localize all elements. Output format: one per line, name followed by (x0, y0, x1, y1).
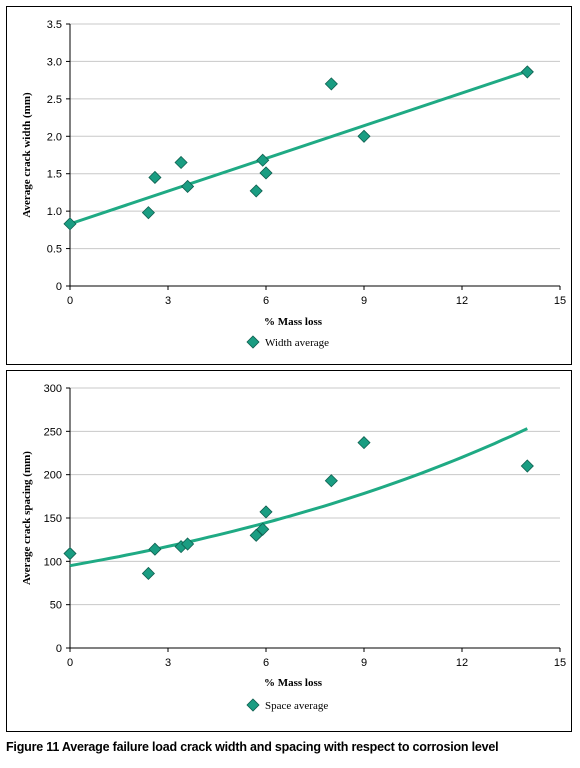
data-point (181, 179, 195, 194)
data-point (181, 537, 195, 551)
y-tick-label: 200 (44, 470, 62, 482)
data-point (63, 546, 77, 561)
x-axis-title: % Mass loss (264, 677, 323, 689)
data-point (324, 77, 338, 91)
data-point (357, 129, 371, 143)
y-tick-label: 50 (50, 600, 62, 612)
y-tick-label: 0 (56, 281, 62, 293)
y-tick-label: 0.5 (47, 244, 62, 256)
y-tick-label: 150 (44, 513, 62, 525)
legend-label: Width average (265, 337, 329, 349)
x-tick-label: 12 (456, 295, 468, 307)
y-axis-title: Average crack width (mm) (21, 92, 33, 218)
x-tick-label: 15 (554, 295, 566, 307)
x-tick-label: 15 (554, 657, 566, 669)
data-point (520, 65, 534, 79)
x-tick-label: 0 (67, 295, 73, 307)
data-point (259, 505, 273, 519)
y-tick-label: 2.5 (47, 94, 62, 106)
x-tick-label: 0 (67, 657, 73, 669)
crack-spacing-chart: 0 50 100 150 200 250 300 0 3 6 9 12 15 % Mass loss Ave… (6, 370, 572, 732)
crack-width-plot: 0 0.5 1.0 1.5 2.0 2.5 3.0 3.5 0 3 6 9 12 15 % Mass los… (21, 19, 566, 349)
y-tick-label: 250 (44, 426, 62, 438)
data-point (141, 566, 155, 581)
data-point (141, 206, 155, 220)
y-tick-label: 3.5 (47, 19, 62, 31)
y-tick-label: 1.0 (47, 206, 62, 218)
y-tick-label: 100 (44, 556, 62, 568)
x-tick-label: 9 (361, 657, 367, 669)
y-tick-label: 3.0 (47, 56, 62, 68)
data-point (174, 155, 188, 170)
data-point (256, 522, 270, 536)
y-axis-title: Average crack spacing (mm) (21, 451, 33, 585)
data-point (256, 153, 270, 167)
x-tick-label: 12 (456, 657, 468, 669)
data-point (520, 459, 534, 473)
x-tick-label: 3 (165, 295, 171, 307)
y-tick-label: 300 (44, 383, 62, 395)
trendline (69, 69, 528, 226)
x-axis-title: % Mass loss (264, 316, 323, 328)
data-point (249, 528, 263, 542)
legend-marker (246, 698, 260, 712)
data-point (148, 170, 162, 185)
data-point (259, 166, 273, 180)
x-tick-label: 3 (165, 657, 171, 669)
x-tick-label: 6 (263, 295, 269, 307)
data-point (357, 436, 371, 450)
trendline (69, 427, 528, 568)
y-tick-label: 1.5 (47, 169, 62, 181)
figure-caption: Figure 11 Average failure load crack wid… (6, 740, 499, 754)
y-tick-label: 0 (56, 643, 62, 655)
data-point (148, 542, 162, 556)
legend-marker (246, 335, 260, 349)
data-point (324, 474, 338, 488)
x-tick-label: 9 (361, 295, 367, 307)
x-tick-label: 6 (263, 657, 269, 669)
y-tick-label: 2.0 (47, 131, 62, 143)
data-point (63, 217, 77, 231)
data-point (249, 184, 263, 198)
legend-label: Space average (265, 700, 328, 712)
crack-width-chart: 0 0.5 1.0 1.5 2.0 2.5 3.0 3.5 0 3 6 9 12 15 % Mass los… (6, 6, 572, 365)
crack-spacing-plot: 0 50 100 150 200 250 300 0 3 6 9 12 15 % Mass loss Ave… (21, 383, 566, 712)
